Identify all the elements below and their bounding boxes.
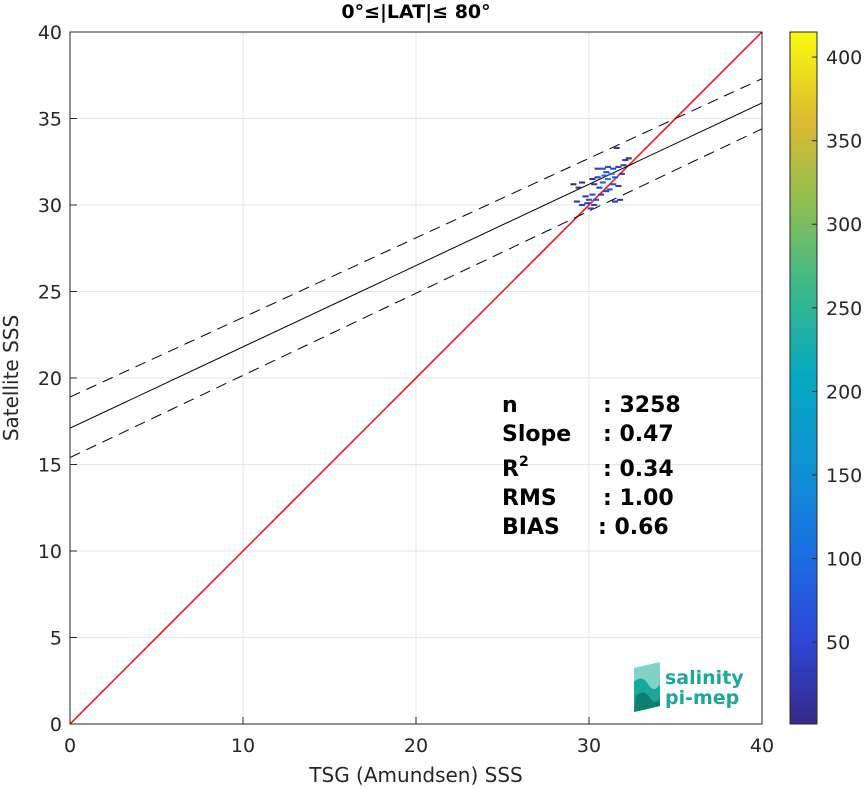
y-tick-label: 0 — [50, 714, 62, 736]
y-tick-label: 40 — [38, 22, 62, 44]
density-cell — [599, 167, 606, 170]
density-cell — [615, 184, 622, 188]
density-cell — [617, 198, 624, 201]
y-tick-label: 35 — [38, 109, 62, 131]
density-cell — [603, 171, 610, 174]
density-cell — [599, 181, 606, 184]
density-cell — [579, 203, 586, 207]
y-tick-label: 10 — [38, 541, 62, 563]
density-cell — [613, 146, 620, 149]
density-cell — [605, 178, 612, 181]
density-cell — [589, 193, 596, 196]
density-cell — [618, 172, 625, 175]
salinity-pi-mep-logo: salinity pi-mep — [634, 662, 744, 712]
y-tick-label: 30 — [38, 195, 62, 217]
colorbar-tick-label: 150 — [826, 465, 862, 487]
colorbar-tick-label: 400 — [826, 47, 862, 69]
identity-line — [70, 32, 762, 724]
stat-r2-value: : 0.34 — [603, 457, 674, 482]
logo-line-2: pi-mep — [665, 687, 739, 709]
colorbar-tick-label: 350 — [826, 131, 862, 153]
x-tick-label: 10 — [231, 735, 255, 757]
density-cell — [575, 186, 582, 189]
density-cell — [620, 164, 627, 167]
density-cell — [596, 186, 603, 189]
logo-line-1: salinity — [665, 667, 744, 689]
stat-n-label: n — [502, 393, 518, 418]
density-cell — [585, 198, 593, 201]
density-cell — [611, 200, 618, 203]
density-cell — [594, 167, 601, 170]
density-cell — [582, 195, 589, 198]
density-cell — [570, 183, 577, 186]
x-tick-label: 20 — [404, 735, 428, 757]
density-cell — [579, 181, 586, 184]
density-cell — [603, 190, 610, 193]
x-tick-label: 30 — [577, 735, 601, 757]
density-cell — [615, 165, 622, 168]
density-cell — [573, 200, 580, 203]
colorbar-ticks: 50 100 150 200 250 300 350 400 — [812, 47, 862, 654]
wave-logo-icon — [634, 662, 660, 712]
density-cell — [592, 198, 599, 201]
density-cell — [610, 167, 617, 170]
stat-slope-label: Slope — [502, 422, 571, 447]
stat-r2-letter: R — [502, 457, 519, 482]
x-tick-label: 40 — [750, 735, 774, 757]
reference-lines — [70, 32, 762, 724]
stats-box: n : 3258 Slope : 0.47 R2 : 0.34 RMS : 1.… — [502, 393, 681, 540]
density-cell — [598, 193, 605, 196]
stat-bias-value: : 0.66 — [598, 515, 669, 540]
stat-r2-superscript: 2 — [519, 454, 529, 470]
density-cell — [622, 158, 629, 162]
stat-bias-label: BIAS — [502, 515, 560, 540]
stat-rms-label: RMS — [502, 486, 557, 511]
density-cell — [625, 157, 632, 160]
stat-r2-label: R2 — [502, 454, 529, 482]
stat-n-value: : 3258 — [603, 393, 681, 418]
density-cell — [589, 178, 596, 181]
y-axis: 0 5 10 15 20 25 30 35 40 — [38, 22, 77, 736]
y-tick-label: 20 — [38, 368, 62, 390]
density-cell — [608, 172, 615, 175]
colorbar-tick-label: 250 — [826, 298, 862, 320]
density-cell — [587, 207, 594, 210]
density-cell — [605, 165, 612, 168]
density-cell — [594, 176, 601, 179]
fit-lower-line — [70, 128, 762, 459]
y-tick-label: 5 — [50, 628, 62, 650]
stat-rms-value: : 1.00 — [603, 486, 674, 511]
colorbar-tick-label: 200 — [826, 381, 862, 403]
stat-slope-value: : 0.47 — [603, 422, 674, 447]
colorbar-tick-label: 100 — [826, 549, 862, 571]
chart-title: 0°≤|LAT|≤ 80° — [341, 1, 490, 23]
y-tick-label: 25 — [38, 282, 62, 304]
y-tick-label: 15 — [38, 455, 62, 477]
y-axis-label: Satellite SSS — [0, 315, 23, 441]
colorbar-tick-label: 50 — [826, 632, 850, 654]
x-axis-label: TSG (Amundsen) SSS — [308, 763, 522, 787]
colorbar — [789, 31, 818, 725]
density-cell — [610, 183, 617, 186]
density-points — [570, 146, 632, 210]
density-cell — [601, 174, 608, 177]
colorbar-tick-label: 300 — [826, 214, 862, 236]
x-tick-label: 0 — [64, 735, 76, 757]
density-cell — [584, 202, 591, 205]
density-cell — [591, 203, 598, 207]
density-cell — [591, 183, 598, 186]
density-cell — [611, 176, 618, 179]
fit-upper-line — [70, 78, 762, 398]
fit-line — [70, 102, 762, 429]
x-axis: 0 10 20 30 40 — [64, 717, 774, 757]
density-cell — [606, 188, 613, 191]
